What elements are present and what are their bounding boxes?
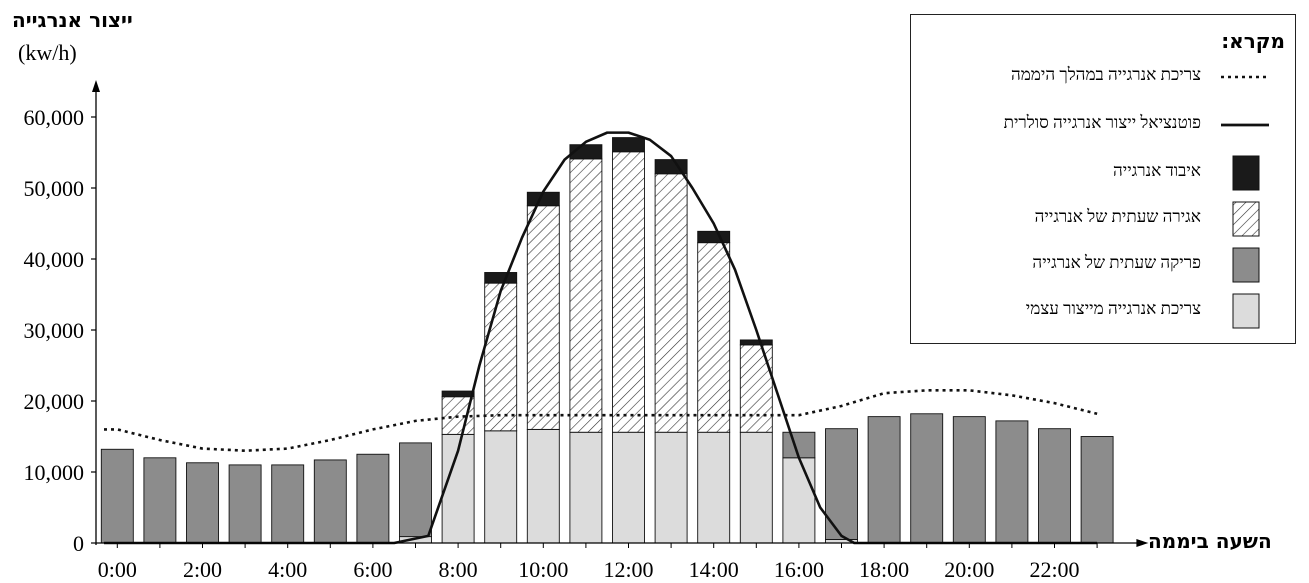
legend-item: צריכת אנרגייה מייצור עצמי [925, 293, 1285, 329]
bar-discharge [995, 420, 1029, 544]
y-tick-label: 30,000 [24, 318, 85, 343]
bar-discharge [782, 431, 816, 459]
bar-self-consumption [484, 430, 518, 544]
bar-discharge [1080, 436, 1114, 544]
bar-self-consumption [782, 457, 816, 544]
bar-discharge [399, 442, 432, 538]
x-tick-label: 2:00 [183, 557, 222, 582]
legend-swatch [1232, 201, 1260, 237]
bar-discharge [952, 416, 986, 544]
bar-discharge [228, 464, 262, 544]
x-axis-arrow [1136, 539, 1149, 547]
y-tick-label: 40,000 [24, 247, 85, 272]
box-icon [1232, 247, 1260, 283]
x-tick-label: 16:00 [774, 557, 824, 582]
bar-discharge [910, 413, 944, 544]
bar-storage [739, 344, 773, 433]
box-icon [1232, 201, 1260, 237]
bar-discharge [867, 416, 901, 544]
legend-swatch [1232, 247, 1260, 283]
solar-potential-line [104, 131, 1098, 545]
legend-swatch [1221, 75, 1269, 79]
x-tick-label: 4:00 [268, 557, 307, 582]
bar-self-consumption [526, 428, 560, 544]
x-tick-label: 8:00 [439, 557, 478, 582]
bar-storage [526, 205, 560, 430]
box-icon [1232, 293, 1260, 329]
legend-label: פריקה שעתית של אנרגייה [1032, 253, 1201, 272]
y-tick-label: 50,000 [24, 176, 85, 201]
bar-loss [441, 390, 475, 398]
y-tick-label: 0 [73, 531, 84, 556]
legend-item: צריכת אנרגייה במהלך היממה [925, 59, 1285, 95]
bar-self-consumption [612, 431, 645, 544]
bar-self-consumption [569, 431, 603, 544]
legend-label: צריכת אנרגייה במהלך היממה [1010, 65, 1201, 84]
bar-discharge [143, 457, 177, 544]
bar-loss [739, 339, 773, 346]
legend-label: אגירה שעתית של אנרגייה [1034, 207, 1201, 226]
legend-item: אגירה שעתית של אנרגייה [925, 201, 1285, 237]
legend-swatch [1221, 123, 1269, 127]
bar-loss [697, 230, 731, 244]
bar-discharge [356, 453, 390, 544]
bar-discharge [186, 462, 219, 544]
legend-title: מקרא: [1221, 29, 1285, 53]
bar-storage [569, 158, 603, 433]
legend-label: פוטנציאל ייצור אנרגייה סולרית [1003, 113, 1201, 132]
bar-discharge [1038, 428, 1071, 544]
bar-storage [697, 242, 731, 433]
legend: מקרא: צריכת אנרגייה במהלך היממה פוטנציאל … [910, 14, 1296, 344]
x-tick-label: 20:00 [944, 557, 994, 582]
bar-self-consumption [654, 431, 688, 544]
x-tick-label: 22:00 [1029, 557, 1079, 582]
bar-self-consumption [697, 431, 731, 544]
bar-loss [612, 137, 645, 153]
y-axis-unit: (kw/h) [18, 40, 77, 65]
bar-discharge [313, 459, 347, 544]
x-tick-label: 18:00 [859, 557, 909, 582]
x-tick-label: 10:00 [518, 557, 568, 582]
x-tick-label: 0:00 [98, 557, 137, 582]
x-tick-label: 14:00 [689, 557, 739, 582]
bar-discharge [271, 464, 305, 544]
legend-item: איבוד אנרגייה [925, 155, 1285, 191]
legend-item: פוטנציאל ייצור אנרגייה סולרית [925, 107, 1285, 143]
legend-label: צריכת אנרגייה מייצור עצמי [1025, 299, 1201, 318]
y-axis-title: ייצור אנרגייה [12, 8, 133, 32]
y-tick-label: 10,000 [24, 460, 85, 485]
x-axis-title: השעה ביממה [1148, 529, 1272, 553]
bar-discharge [100, 448, 134, 544]
legend-swatch [1232, 155, 1260, 191]
legend-label: איבוד אנרגייה [1112, 161, 1201, 180]
y-axis-arrow [92, 80, 100, 92]
bar-loss [484, 272, 518, 284]
bar-storage [484, 282, 518, 432]
box-icon [1232, 155, 1260, 191]
y-tick-label: 20,000 [24, 389, 85, 414]
legend-item: פריקה שעתית של אנרגייה [925, 247, 1285, 283]
bar-storage [612, 151, 645, 433]
y-tick-label: 60,000 [24, 105, 85, 130]
bar-self-consumption [739, 431, 773, 544]
x-tick-label: 6:00 [353, 557, 392, 582]
x-tick-label: 12:00 [603, 557, 653, 582]
legend-swatch [1232, 293, 1260, 329]
bar-storage [654, 173, 688, 433]
